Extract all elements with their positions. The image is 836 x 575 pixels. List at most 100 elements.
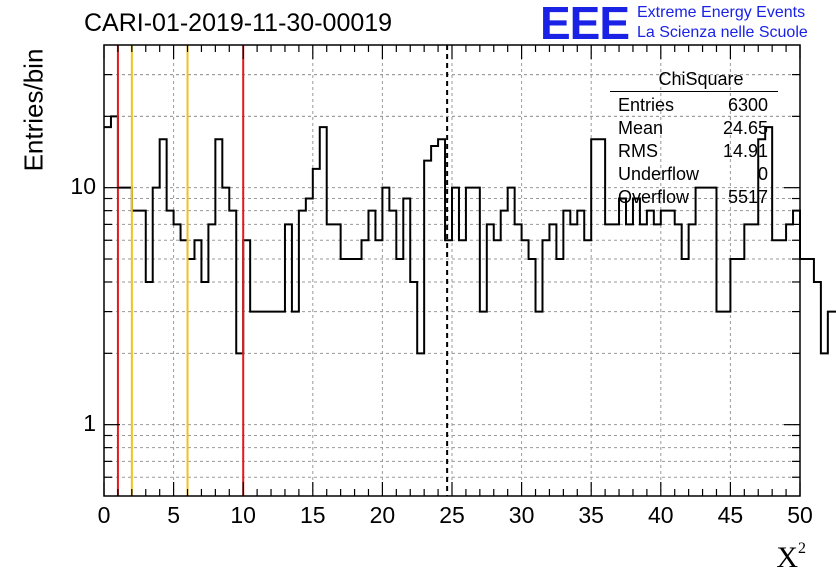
histogram-bin <box>431 146 438 496</box>
histogram-bin <box>487 224 494 496</box>
histogram-bin <box>438 139 445 496</box>
histogram-bin <box>508 188 515 496</box>
histogram-bin <box>341 259 348 496</box>
histogram-bin <box>215 139 222 496</box>
histogram-bin <box>786 224 793 496</box>
histogram-bin <box>174 224 181 496</box>
x-tick-label: 5 <box>167 502 180 528</box>
histogram-bin <box>494 240 501 496</box>
y-tick-label: 10 <box>70 172 96 199</box>
histogram-bin <box>139 211 146 496</box>
histogram-bin <box>549 224 556 496</box>
histogram-bin <box>821 353 828 496</box>
histogram-bin <box>362 240 369 496</box>
stats-title: ChiSquare <box>610 68 778 92</box>
histogram-bin <box>633 199 640 496</box>
histogram-bin <box>306 199 313 496</box>
histogram-bin <box>730 259 737 496</box>
histogram-bin <box>626 224 633 496</box>
histogram-bin <box>243 240 250 496</box>
eee-logo: EEE Extreme Energy Events La Scienza nel… <box>540 0 830 46</box>
logo-line-1: Extreme Energy Events <box>637 4 806 21</box>
histogram-bin <box>612 224 619 496</box>
histogram-bin <box>459 240 466 496</box>
histogram-bin <box>772 240 779 496</box>
histogram-bin <box>647 211 654 496</box>
histogram-bin <box>640 224 647 496</box>
histogram-bin <box>320 127 327 496</box>
histogram-bin <box>619 199 626 496</box>
stats-value: 24.65 <box>722 118 768 138</box>
histogram-bin <box>577 211 584 496</box>
histogram-bin <box>271 312 278 496</box>
histogram-bin <box>675 224 682 496</box>
stats-label: Mean <box>618 118 664 138</box>
histogram-bin <box>257 312 264 496</box>
x-axis-label: X2 <box>776 540 806 574</box>
histogram-bin <box>382 188 389 496</box>
histogram-bin <box>327 224 334 496</box>
histogram-bin <box>703 188 710 496</box>
histogram-bin <box>417 353 424 496</box>
histogram-bin <box>118 188 125 496</box>
histogram-bin <box>542 240 549 496</box>
histogram-bin <box>501 211 508 496</box>
histogram-bin <box>181 240 188 496</box>
histogram-bin <box>194 240 201 496</box>
x-tick-label: 25 <box>439 502 465 528</box>
histogram-bin <box>396 259 403 496</box>
x-tick-label: 20 <box>369 502 396 528</box>
histogram-bin <box>828 312 835 496</box>
stats-value: 5517 <box>727 187 768 207</box>
histogram-bin <box>529 259 536 496</box>
stats-row-overflow: Overflow 5517 <box>610 186 778 209</box>
histogram-bin <box>723 312 730 496</box>
histogram-bin <box>208 224 215 496</box>
histogram-bin <box>222 188 229 496</box>
histogram-bin <box>348 259 355 496</box>
histogram-bin <box>250 312 257 496</box>
x-tick-label: 45 <box>717 502 744 528</box>
histogram-bin <box>375 240 382 496</box>
x-tick-label: 50 <box>787 502 813 528</box>
histogram-bin <box>710 188 717 496</box>
histogram-bin <box>313 169 320 496</box>
histogram-bin <box>689 224 696 496</box>
histogram-bin <box>445 240 452 496</box>
histogram-bin <box>125 188 132 496</box>
histogram-bin <box>334 224 341 496</box>
logo-line-2: La Scienza nelle Scuole <box>637 24 808 41</box>
histogram-bin <box>737 259 744 496</box>
histogram-bin <box>167 211 174 496</box>
stats-row-mean: Mean 24.65 <box>610 117 778 140</box>
histogram-series <box>104 115 836 355</box>
x-tick-label: 15 <box>300 502 326 528</box>
histogram-bin <box>355 259 362 496</box>
histogram-bin <box>536 312 543 496</box>
histogram-bin <box>814 282 821 496</box>
histogram-bin <box>278 312 285 496</box>
histogram-bin <box>682 259 689 496</box>
histogram-bin <box>292 312 299 496</box>
stats-row-entries: Entries 6300 <box>610 94 778 117</box>
stats-label: Underflow <box>618 164 700 184</box>
x-tick-label: 10 <box>230 502 256 528</box>
histogram-bin <box>661 211 668 496</box>
x-tick-label: 40 <box>648 502 674 528</box>
histogram-bin <box>473 188 480 496</box>
histogram-bin <box>132 211 139 496</box>
stats-label: Overflow <box>618 187 690 207</box>
histogram-bin <box>146 282 153 496</box>
histogram-bin <box>751 224 758 496</box>
histogram-bin <box>452 188 459 496</box>
y-tick-label: 1 <box>83 409 96 436</box>
stats-value: 0 <box>757 164 768 184</box>
histogram-bin <box>188 259 195 496</box>
histogram-bin <box>264 312 271 496</box>
histogram-bin <box>403 199 410 496</box>
histogram-bin <box>153 188 160 496</box>
histogram-bin <box>236 353 243 496</box>
histogram-bin <box>410 282 417 496</box>
histogram-bin <box>598 139 605 496</box>
